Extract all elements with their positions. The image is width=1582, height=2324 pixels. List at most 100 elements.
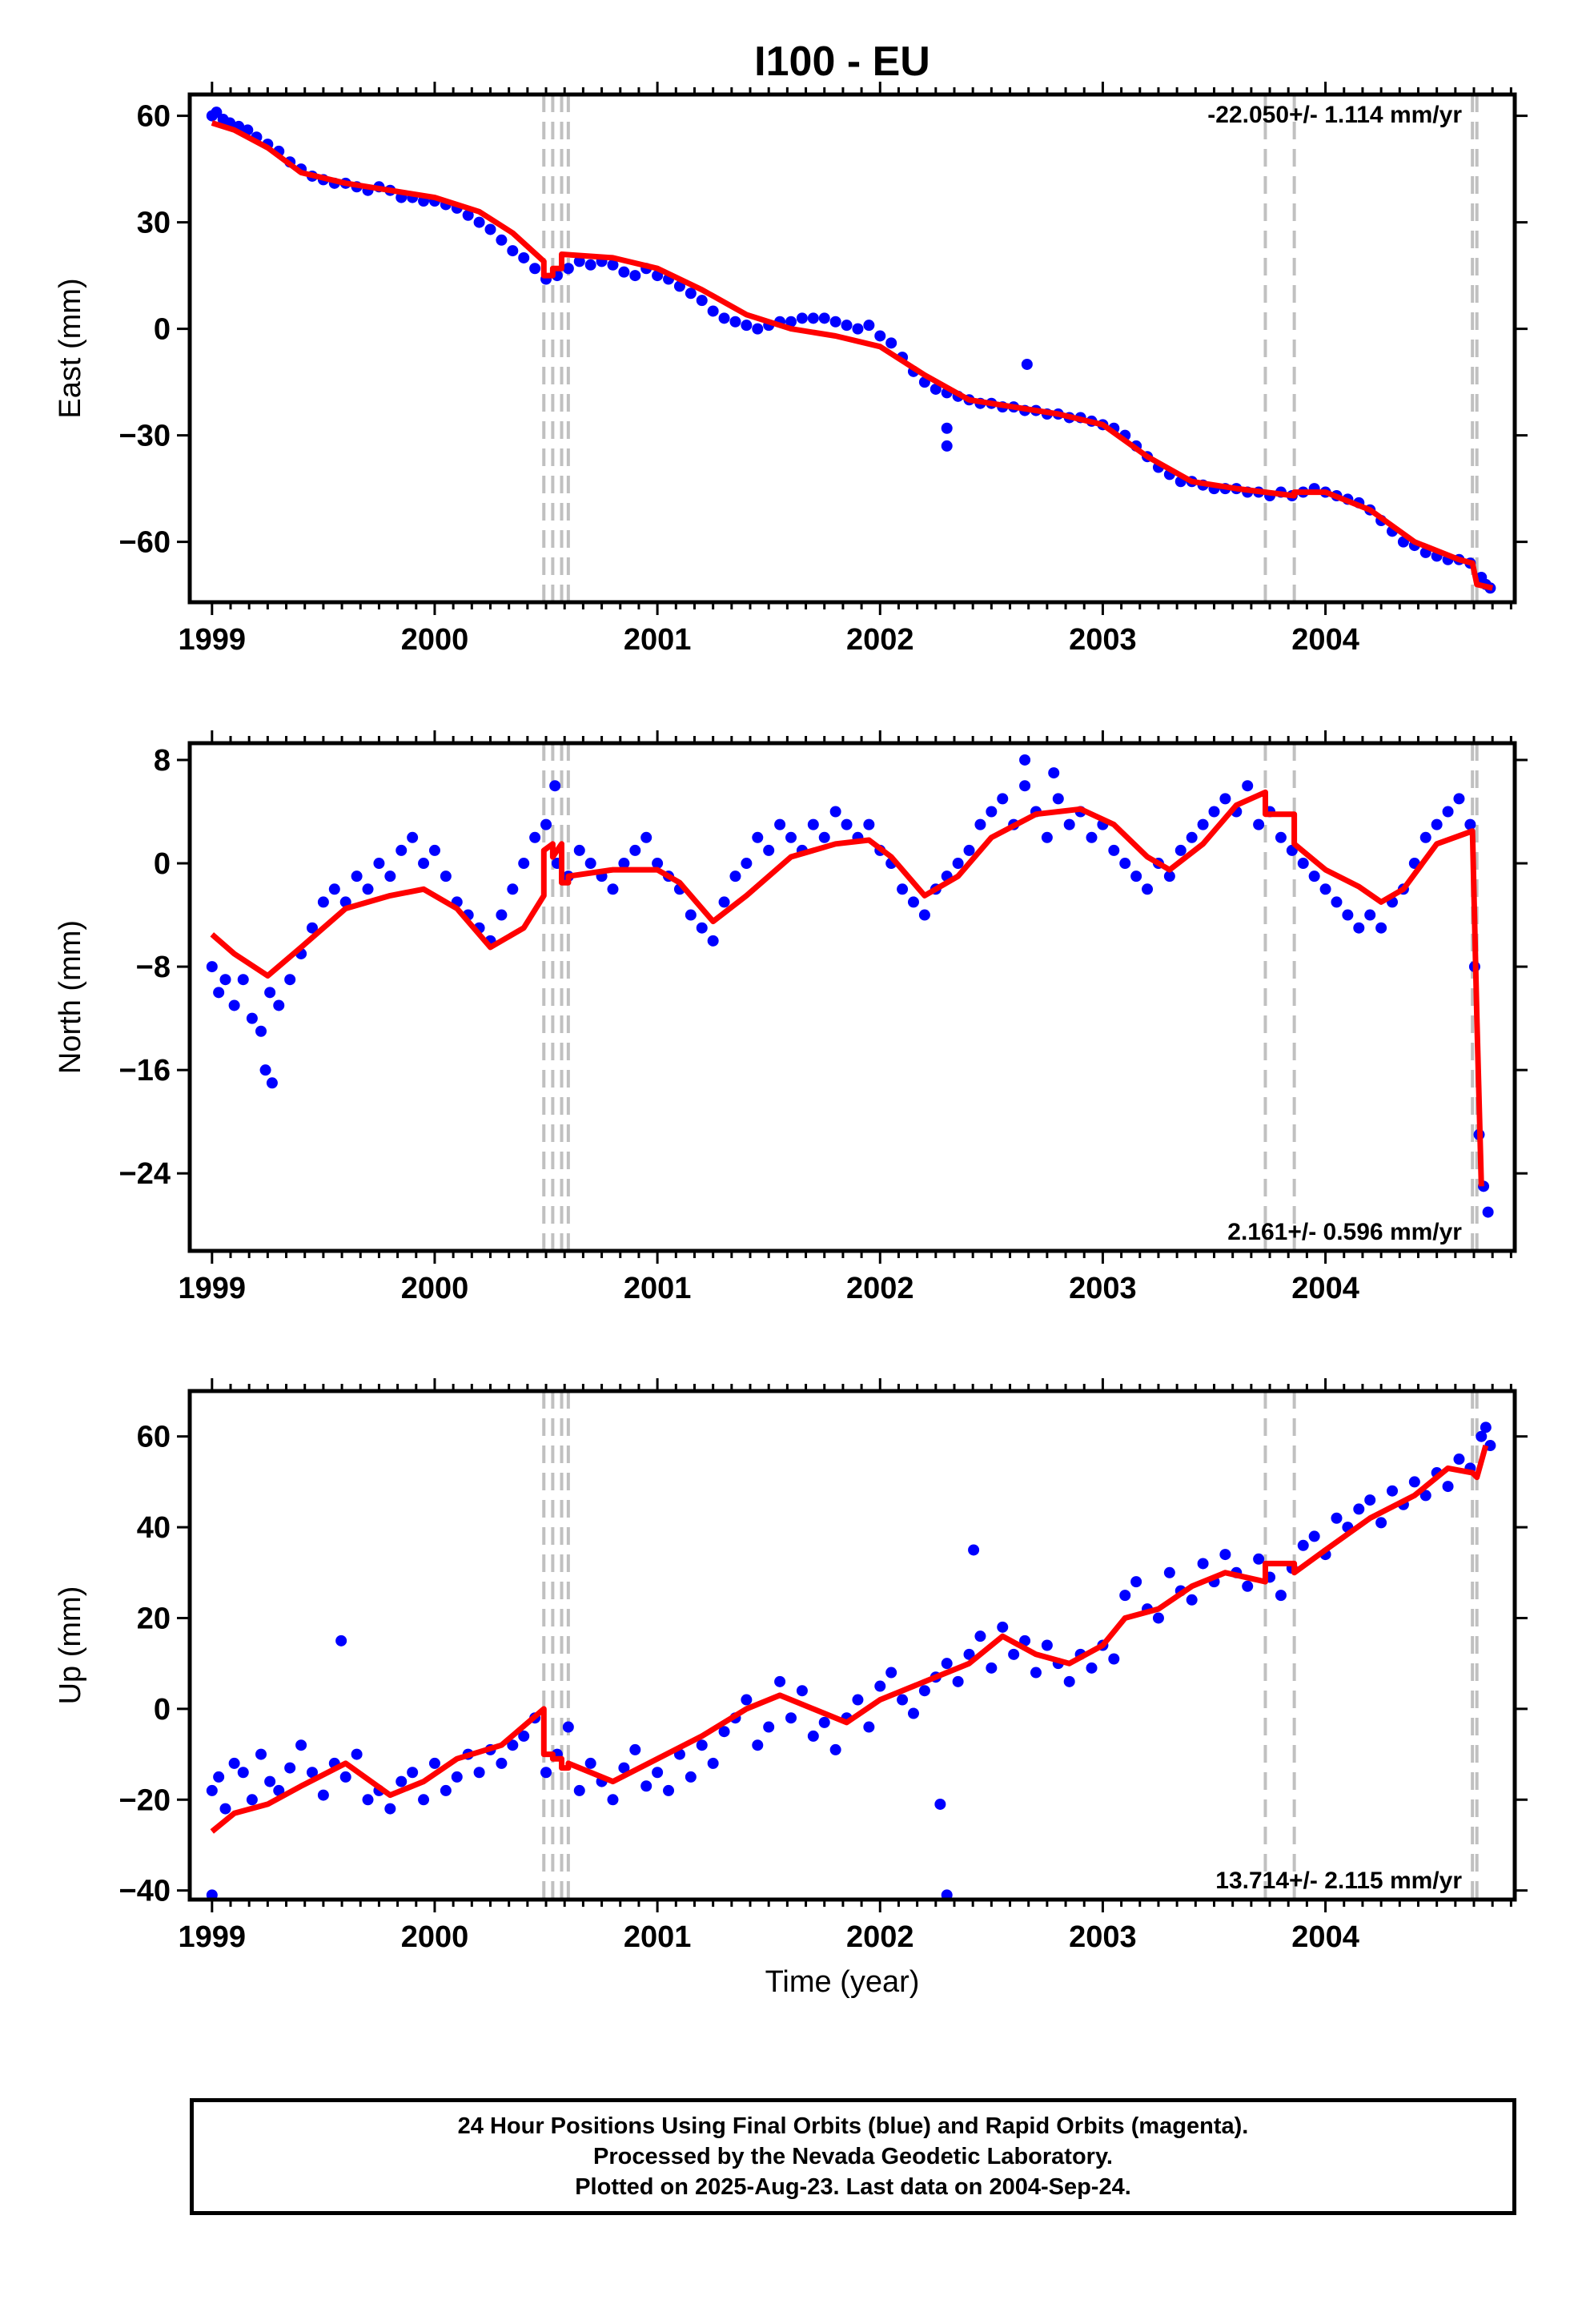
north-rate-label: 2.161+/- 0.596 mm/yr xyxy=(1227,1219,1462,1245)
footer-line-3: Plotted on 2025-Aug-23. Last data on 200… xyxy=(575,2174,1131,2200)
data-point xyxy=(963,1648,975,1660)
data-point xyxy=(428,1757,440,1769)
footer-line-2: Processed by the Nevada Geodetic Laborat… xyxy=(593,2144,1113,2169)
up-rate-label: 13.714+/- 2.115 mm/yr xyxy=(1215,1868,1462,1894)
data-point xyxy=(496,909,508,921)
data-point xyxy=(997,793,1009,805)
data-point xyxy=(841,818,853,830)
data-point xyxy=(1408,1476,1420,1488)
north-x-tick-label: 2004 xyxy=(1291,1272,1359,1305)
east-x-tick-label: 2003 xyxy=(1069,623,1137,657)
data-point xyxy=(952,858,964,870)
data-point xyxy=(1008,1648,1020,1660)
data-point xyxy=(1063,818,1075,830)
data-point xyxy=(874,1680,886,1692)
data-point xyxy=(584,259,596,271)
data-point xyxy=(863,818,875,830)
east-y-tick-label: −30 xyxy=(119,420,171,453)
data-point xyxy=(952,1675,964,1687)
data-point xyxy=(518,251,530,263)
data-point xyxy=(1142,883,1154,895)
north-points xyxy=(206,754,1494,1218)
data-point xyxy=(228,1757,240,1769)
data-point xyxy=(255,1025,267,1037)
data-point xyxy=(807,312,819,324)
north-y-tick-label: 8 xyxy=(154,744,171,778)
data-point xyxy=(885,1667,897,1679)
east-model-line xyxy=(211,120,1493,591)
data-point xyxy=(897,1694,909,1706)
data-point xyxy=(897,883,909,895)
data-point xyxy=(607,1794,619,1806)
data-point xyxy=(763,844,775,856)
data-point xyxy=(785,316,797,328)
data-point xyxy=(507,245,519,257)
up-x-tick-label: 2003 xyxy=(1069,1920,1137,1954)
data-point xyxy=(629,844,641,856)
data-point xyxy=(213,1771,225,1783)
data-point xyxy=(718,1726,730,1738)
data-point xyxy=(785,1712,797,1724)
data-point xyxy=(1219,793,1231,805)
data-point xyxy=(974,1630,986,1642)
footer-box: 24 Hour Positions Using Final Orbits (bl… xyxy=(190,2098,1516,2215)
data-point xyxy=(685,287,697,300)
data-point xyxy=(462,209,474,221)
data-point xyxy=(696,1739,708,1751)
north-x-tick-label: 1999 xyxy=(179,1272,247,1305)
up-y-tick-label: −20 xyxy=(119,1783,171,1817)
data-point xyxy=(997,1621,1009,1633)
data-point xyxy=(1375,922,1387,934)
data-point xyxy=(729,870,741,883)
data-point xyxy=(829,316,841,328)
data-point xyxy=(473,216,485,228)
data-point xyxy=(986,1662,998,1674)
data-point xyxy=(1297,858,1309,870)
data-point xyxy=(1387,1485,1399,1497)
up-y-tick-label: 20 xyxy=(137,1602,171,1635)
east-panel: 1999 2000 2001 2002 2003 2004 60 30 0 −30 −60 East … xyxy=(54,82,1528,657)
data-point xyxy=(1030,1667,1042,1679)
north-y-tick-label: −24 xyxy=(119,1157,171,1191)
north-y-tick-label: −16 xyxy=(119,1054,171,1088)
data-point xyxy=(228,999,240,1011)
data-point xyxy=(573,255,585,267)
east-y-axis-title: East (mm) xyxy=(54,278,87,418)
data-point xyxy=(351,870,363,883)
data-point xyxy=(796,1685,808,1697)
data-point xyxy=(640,831,652,843)
data-point xyxy=(741,1694,753,1706)
data-point xyxy=(1163,870,1175,883)
north-x-tick-label: 2000 xyxy=(401,1272,469,1305)
data-point xyxy=(729,316,741,328)
data-point xyxy=(607,883,619,895)
data-point xyxy=(1186,831,1198,843)
data-point xyxy=(941,1889,953,1900)
data-point xyxy=(1041,1639,1053,1651)
data-point xyxy=(1197,818,1209,830)
data-point xyxy=(259,1064,271,1076)
data-point xyxy=(986,806,998,818)
data-point xyxy=(607,259,619,271)
data-point xyxy=(963,844,975,856)
data-point xyxy=(264,987,276,999)
data-point xyxy=(818,1716,830,1728)
up-x-tick-label: 2004 xyxy=(1291,1920,1359,1954)
data-point xyxy=(1119,858,1131,870)
data-point xyxy=(1219,1549,1231,1561)
data-point xyxy=(941,440,953,452)
north-event-lines xyxy=(542,743,1479,1251)
data-point xyxy=(1482,1206,1494,1218)
data-point xyxy=(707,935,719,947)
data-point xyxy=(1108,1653,1120,1665)
data-point xyxy=(663,1784,675,1796)
data-point xyxy=(418,1794,430,1806)
data-point xyxy=(1319,883,1331,895)
data-point xyxy=(317,1789,329,1801)
data-point xyxy=(237,1767,249,1779)
data-point xyxy=(584,858,596,870)
data-point xyxy=(741,320,753,332)
data-point xyxy=(1197,1558,1209,1570)
north-plot-frame xyxy=(187,741,1517,1253)
data-point xyxy=(807,1730,819,1742)
